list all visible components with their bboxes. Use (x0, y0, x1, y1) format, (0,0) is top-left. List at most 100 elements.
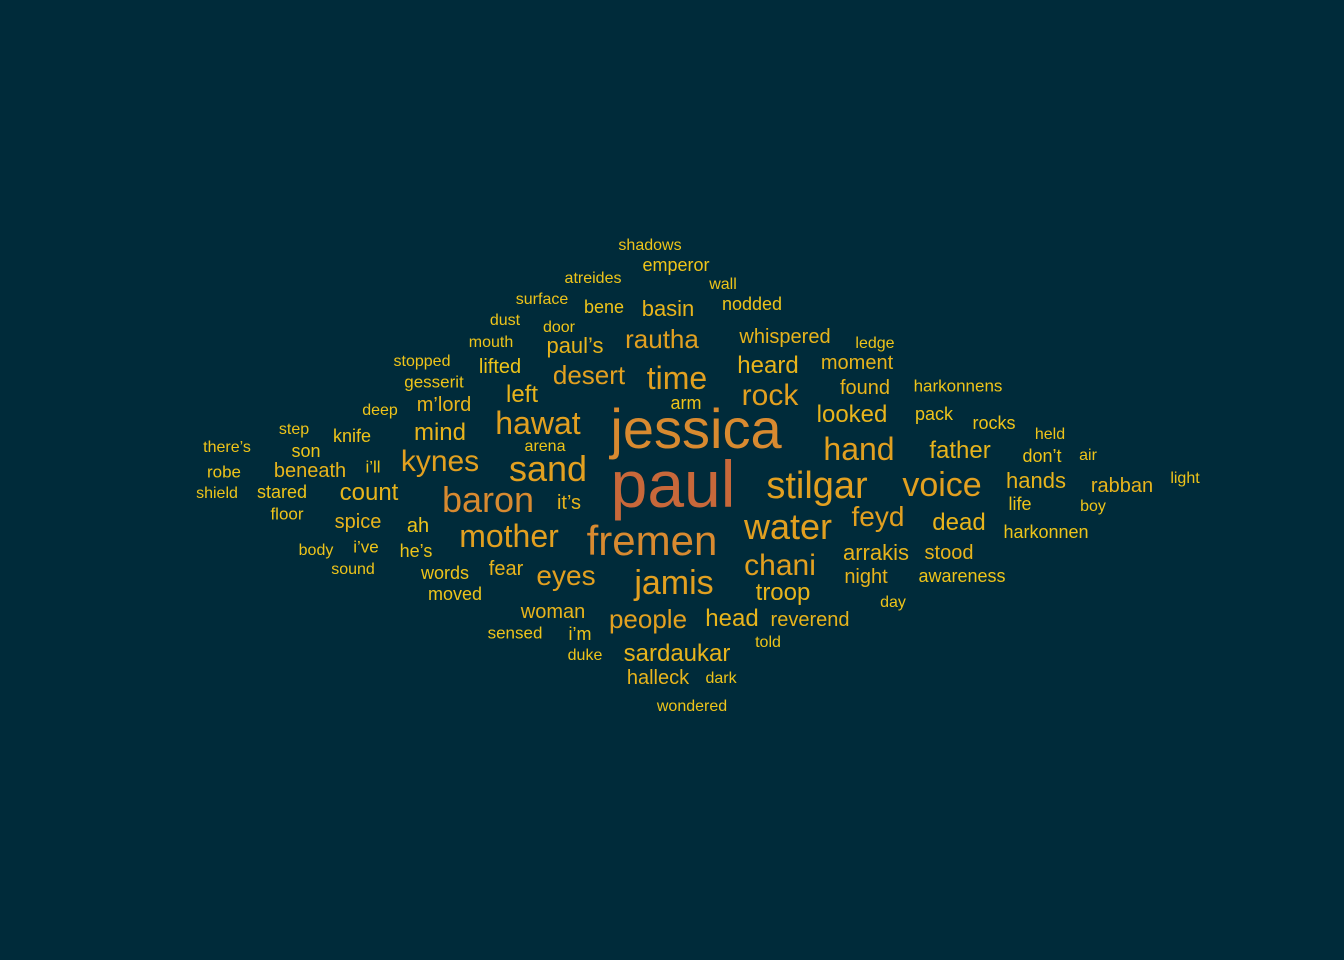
word-stilgar: stilgar (766, 465, 868, 507)
word-hands: hands (1006, 468, 1066, 493)
word-pack: pack (914, 404, 954, 424)
word-rautha: rautha (625, 324, 699, 354)
word-halleck: halleck (626, 667, 690, 689)
word-wall: wall (709, 276, 737, 293)
word-harkonnen: harkonnen (1003, 522, 1089, 542)
word-head: head (705, 605, 759, 632)
word-beneath: beneath (273, 460, 347, 482)
word-light: light (1170, 470, 1200, 487)
word-lifted: lifted (478, 356, 522, 378)
word-moment: moment (820, 352, 894, 374)
word-paul: paul (610, 447, 736, 521)
word-floor: floor (270, 504, 304, 524)
word-reverend: reverend (770, 609, 850, 631)
word-awareness: awareness (918, 566, 1006, 586)
word-time: time (646, 360, 708, 396)
word-rocks: rocks (972, 413, 1016, 433)
word-i-ve: i’ve (353, 537, 379, 557)
word-m-lord: m’lord (416, 394, 472, 416)
word-night: night (844, 566, 888, 588)
word-count: count (339, 479, 399, 506)
word-harkonnens: harkonnens (913, 376, 1003, 396)
word-stared: stared (256, 482, 308, 502)
word-desert: desert (552, 360, 626, 390)
word-sensed: sensed (487, 623, 543, 643)
word-nodded: nodded (721, 294, 783, 314)
word-i-ll: i’ll (365, 457, 381, 477)
word-arm: arm (670, 393, 702, 413)
word-found: found (839, 377, 891, 399)
word-stood: stood (924, 542, 974, 564)
word-hand: hand (823, 431, 895, 467)
word-ledge: ledge (855, 335, 895, 352)
word-arrakis: arrakis (842, 540, 910, 565)
word-kynes: kynes (400, 445, 480, 478)
word-water: water (743, 506, 833, 547)
word-he-s: he’s (399, 541, 433, 561)
word-step: step (278, 421, 310, 438)
word-son: son (291, 441, 321, 461)
word-don-t: don’t (1022, 446, 1062, 466)
word-there-s: there’s (203, 439, 251, 456)
word-emperor: emperor (642, 255, 710, 275)
word-mind: mind (413, 419, 467, 446)
word-looked: looked (816, 401, 888, 428)
word-spice: spice (334, 511, 382, 533)
word-words: words (420, 563, 470, 583)
word-i-m: i’m (568, 624, 592, 644)
word-mother: mother (459, 518, 559, 554)
word-knife: knife (332, 426, 372, 446)
word-door: door (542, 319, 576, 336)
word-chani: chani (744, 549, 816, 582)
word-mouth: mouth (468, 334, 514, 351)
word-life: life (1008, 494, 1032, 514)
word-whispered: whispered (739, 326, 831, 348)
word-paul-s: paul’s (546, 333, 604, 358)
word-atreides: atreides (564, 270, 622, 287)
word-dust: dust (489, 312, 521, 329)
word-gesserit: gesserit (404, 372, 464, 392)
word-basin: basin (641, 296, 695, 321)
word-sand: sand (508, 448, 588, 489)
word-stopped: stopped (393, 353, 451, 370)
word-bene: bene (583, 297, 625, 317)
word-shield: shield (196, 485, 238, 502)
word-heard: heard (737, 352, 799, 379)
word-boy: boy (1080, 498, 1106, 515)
word-sardaukar: sardaukar (623, 640, 731, 667)
word-jessica: jessica (610, 397, 782, 460)
word-fremen: fremen (586, 517, 718, 564)
word-troop: troop (755, 579, 811, 606)
word-woman: woman (520, 601, 586, 623)
word-people: people (608, 604, 688, 634)
word-hawat: hawat (495, 405, 581, 441)
word-sound: sound (331, 561, 375, 578)
word-robe: robe (206, 462, 242, 482)
word-deep: deep (362, 402, 398, 419)
word-body: body (298, 542, 334, 559)
word-voice: voice (902, 466, 982, 504)
word-fear: fear (488, 558, 524, 580)
word-it-s: it’s (556, 492, 582, 514)
word-surface: surface (515, 291, 569, 308)
word-duke: duke (567, 647, 603, 664)
word-ah: ah (406, 515, 430, 537)
word-wondered: wondered (656, 698, 728, 715)
word-eyes: eyes (536, 560, 596, 591)
word-rock: rock (741, 379, 799, 412)
word-left: left (505, 381, 539, 408)
word-held: held (1034, 426, 1066, 443)
word-jamis: jamis (634, 564, 714, 602)
word-air: air (1079, 447, 1097, 464)
word-shadows: shadows (618, 237, 682, 254)
word-rabban: rabban (1090, 475, 1154, 497)
word-feyd: feyd (851, 501, 905, 532)
word-arena: arena (524, 438, 566, 455)
word-dead: dead (932, 509, 986, 536)
word-told: told (755, 634, 781, 651)
word-baron: baron (441, 479, 535, 520)
word-day: day (880, 594, 906, 611)
word-dark: dark (705, 670, 737, 687)
word-moved: moved (427, 584, 483, 604)
